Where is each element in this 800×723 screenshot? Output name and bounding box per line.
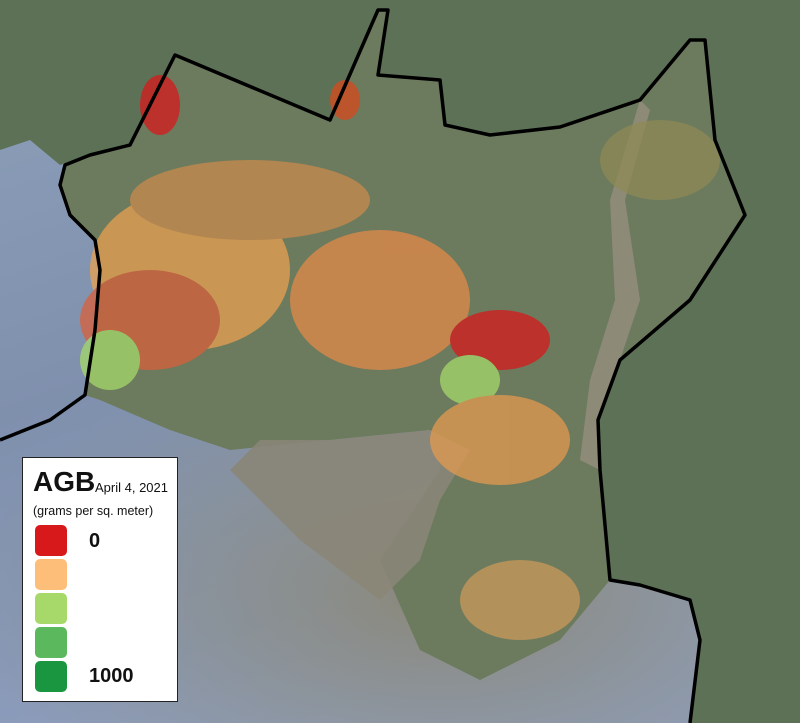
swatch-2 (35, 593, 67, 624)
swatch-4 (35, 661, 67, 692)
map-legend: AGB April 4, 2021 (grams per sq. meter) … (22, 457, 178, 702)
bay-water (230, 430, 470, 600)
legend-unit: (grams per sq. meter) (33, 504, 154, 518)
legend-title: AGB (33, 466, 96, 497)
legend-min-label: 0 (89, 530, 101, 552)
biomass-overlay (80, 75, 720, 640)
study-area-boundary (0, 8, 747, 723)
swatch-1 (35, 559, 67, 590)
swatch-3 (35, 627, 67, 658)
legend-max-label: 1000 (89, 665, 134, 687)
swatch-0 (35, 525, 67, 556)
river-channel (580, 100, 650, 470)
legend-date: April 4, 2021 (95, 480, 168, 495)
